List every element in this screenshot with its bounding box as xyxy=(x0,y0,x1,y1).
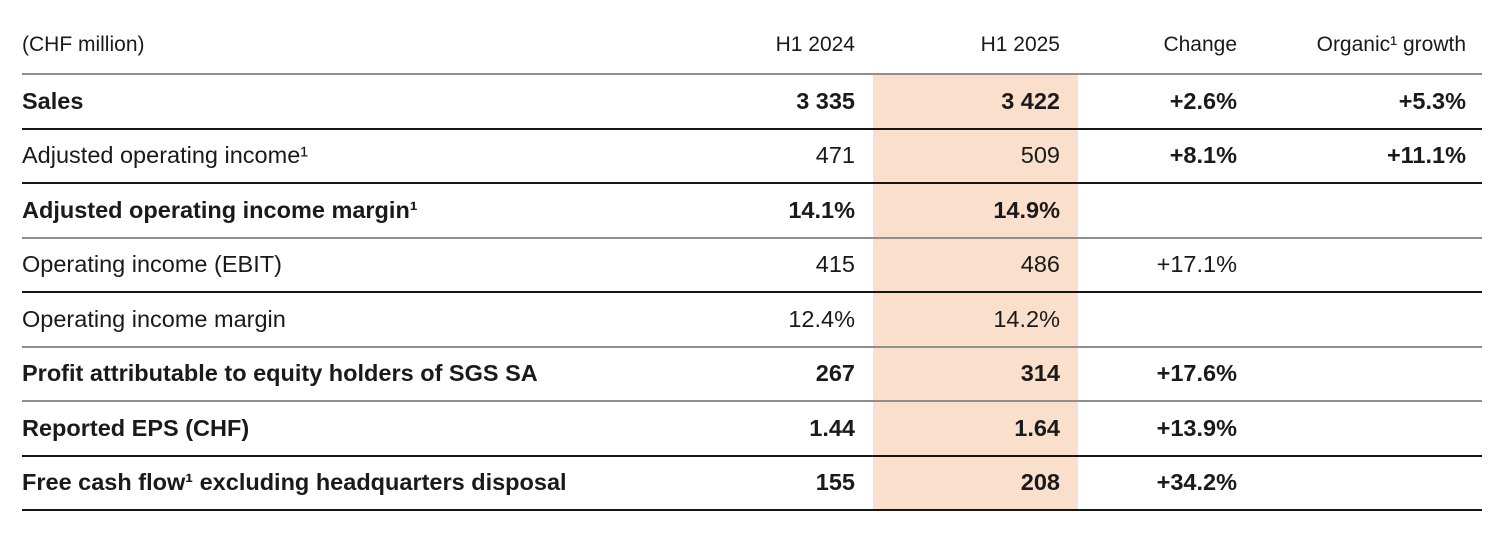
row-label: Operating income margin xyxy=(22,292,733,348)
col-header-organic-growth: Organic¹ growth xyxy=(1252,0,1482,75)
change-value xyxy=(1078,183,1252,239)
col-header-h1-2024: H1 2024 xyxy=(733,0,873,75)
organic-growth-value xyxy=(1252,183,1482,239)
results-table: (CHF million) H1 2024 H1 2025 Change Org… xyxy=(22,0,1482,511)
table-row: Reported EPS (CHF) 1.44 1.64 +13.9% xyxy=(22,401,1482,457)
h1-2024-value: 14.1% xyxy=(733,183,873,239)
results-table-body: Sales 3 335 3 422 +2.6% +5.3% Adjusted operat… xyxy=(22,74,1482,511)
organic-growth-value xyxy=(1252,346,1482,402)
h1-2024-value: 12.4% xyxy=(733,292,873,348)
h1-2024-value: 471 xyxy=(733,128,873,184)
row-label: Operating income (EBIT) xyxy=(22,237,733,293)
change-value: +2.6% xyxy=(1078,74,1252,130)
row-label: Profit attributable to equity holders of… xyxy=(22,346,733,402)
h1-2024-value: 155 xyxy=(733,455,873,511)
h1-2024-value: 1.44 xyxy=(733,401,873,457)
col-header-change: Change xyxy=(1078,0,1252,75)
organic-growth-value xyxy=(1252,292,1482,348)
table-row: Free cash flow¹ excluding headquarters d… xyxy=(22,455,1482,511)
row-label: Sales xyxy=(22,74,733,130)
h1-2025-value: 486 xyxy=(873,237,1078,293)
h1-2025-value: 509 xyxy=(873,128,1078,184)
h1-2025-value: 1.64 xyxy=(873,401,1078,457)
table-row: Adjusted operating income margin¹ 14.1% 14… xyxy=(22,183,1482,239)
table-row: Sales 3 335 3 422 +2.6% +5.3% xyxy=(22,74,1482,130)
h1-2025-value: 14.9% xyxy=(873,183,1078,239)
organic-growth-value: +11.1% xyxy=(1252,128,1482,184)
row-label: Adjusted operating income margin¹ xyxy=(22,183,733,239)
table-row: Operating income (EBIT) 415 486 +17.1% xyxy=(22,237,1482,293)
change-value: +17.1% xyxy=(1078,237,1252,293)
unit-label: (CHF million) xyxy=(22,0,733,75)
h1-2025-value: 14.2% xyxy=(873,292,1078,348)
h1-2024-value: 267 xyxy=(733,346,873,402)
change-value xyxy=(1078,292,1252,348)
col-header-h1-2025: H1 2025 xyxy=(873,0,1078,75)
h1-2025-value: 208 xyxy=(873,455,1078,511)
table-row: Adjusted operating income¹ 471 509 +8.1% +11… xyxy=(22,128,1482,184)
change-value: +8.1% xyxy=(1078,128,1252,184)
h1-2025-value: 3 422 xyxy=(873,74,1078,130)
change-value: +13.9% xyxy=(1078,401,1252,457)
h1-2025-value: 314 xyxy=(873,346,1078,402)
organic-growth-value xyxy=(1252,237,1482,293)
row-label: Adjusted operating income¹ xyxy=(22,128,733,184)
table-row: Profit attributable to equity holders of… xyxy=(22,346,1482,402)
row-label: Free cash flow¹ excluding headquarters d… xyxy=(22,455,733,511)
row-label: Reported EPS (CHF) xyxy=(22,401,733,457)
h1-2024-value: 3 335 xyxy=(733,74,873,130)
organic-growth-value xyxy=(1252,401,1482,457)
header-row: (CHF million) H1 2024 H1 2025 Change Org… xyxy=(22,0,1482,75)
table-row: Operating income margin 12.4% 14.2% xyxy=(22,292,1482,348)
change-value: +34.2% xyxy=(1078,455,1252,511)
organic-growth-value: +5.3% xyxy=(1252,74,1482,130)
h1-2024-value: 415 xyxy=(733,237,873,293)
change-value: +17.6% xyxy=(1078,346,1252,402)
organic-growth-value xyxy=(1252,455,1482,511)
